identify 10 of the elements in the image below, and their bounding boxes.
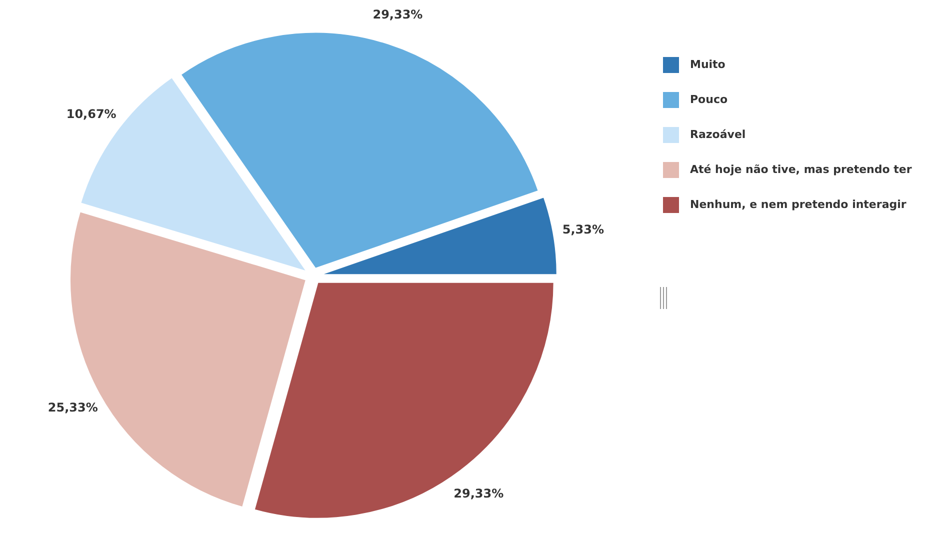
legend-label: Muito [690,58,726,72]
data-label: 29,33% [454,486,504,501]
data-label: 25,33% [48,400,98,414]
legend-label: Até hoje não tive, mas pretendo ter [690,163,912,176]
legend-label: Pouco [690,93,728,106]
data-label: 5,33% [562,222,604,237]
legend-label: Nenhum, e nem pretendo interagir [690,198,907,212]
legend-label: Razoável [690,128,746,142]
data-label: 10,67% [66,107,116,122]
data-label: 29,33% [372,8,423,22]
